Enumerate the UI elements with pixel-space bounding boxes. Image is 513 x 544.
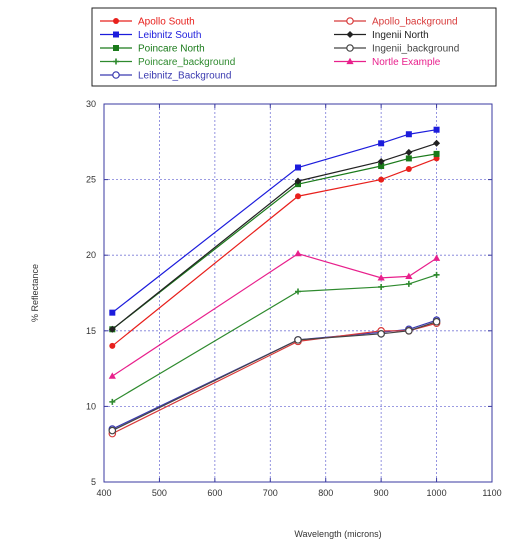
y-tick-label: 30: [86, 99, 96, 109]
legend-label: Apollo_background: [372, 17, 458, 28]
legend-label: Poincare_background: [138, 57, 235, 68]
series-line-apollo-background: [112, 322, 437, 435]
data-point-ingenii-background: [405, 326, 413, 335]
x-tick-label: 500: [152, 488, 167, 498]
legend-marker: [346, 31, 354, 38]
axis-ticks: 400 500 600 700 800 900 1000 1100 5 10 15 20 25 30: [86, 99, 502, 498]
data-point-poincare-background: [109, 398, 116, 405]
legend-marker: [113, 58, 119, 65]
data-point-leibnitz-south: [405, 131, 412, 138]
data-point-ingenii-north: [108, 325, 116, 333]
series-line-nortle-example: [111, 253, 437, 377]
data-point-apollo-south: [109, 342, 116, 349]
legend-label: Leibnitz_Background: [138, 71, 231, 82]
legend-marker: [346, 17, 354, 25]
y-tick-label: 5: [91, 477, 96, 487]
data-point-leibnitz-south: [109, 309, 116, 316]
y-axis-label: % Reflectance: [30, 264, 40, 322]
data-point-nortle-example: [405, 272, 413, 279]
data-point-poincare-north: [405, 155, 412, 162]
series-line-poincare-background: [112, 274, 437, 403]
plot-area-frame: [103, 103, 493, 483]
data-point-ingenii-background: [108, 426, 117, 435]
data-point-poincare-background: [378, 283, 385, 290]
legend-label: Poincare North: [138, 44, 205, 55]
legend-marker: [346, 57, 354, 65]
data-point-apollo-south: [295, 193, 301, 200]
data-point-leibnitz-south: [378, 140, 385, 147]
data-point-ingenii-background: [432, 317, 441, 326]
data-point-apollo-south: [433, 155, 440, 162]
series-line-ingenii-background: [112, 321, 437, 432]
x-axis-label: Wavelength (microns): [294, 529, 381, 539]
series-apollo-background: [108, 319, 441, 438]
data-point-apollo-south: [378, 176, 385, 183]
legend-marker: [113, 45, 119, 51]
x-tick-label: 400: [96, 488, 111, 498]
data-point-ingenii-background: [294, 336, 302, 344]
series-line-ingenii-north: [111, 142, 437, 330]
legend-entry-apollo-south: Apollo South: [100, 17, 195, 28]
legend-entry-poincare-background: Poincare_background: [100, 57, 235, 68]
series-ingenii-north: [108, 139, 441, 333]
y-tick-label: 25: [86, 175, 96, 185]
series-poincare-background: [109, 271, 440, 405]
x-tick-label: 800: [318, 488, 333, 498]
data-point-nortle-example: [294, 249, 302, 257]
data-point-poincare-background: [405, 280, 412, 287]
data-point-leibnitz-south: [433, 126, 440, 133]
data-point-leibnitz-south: [295, 164, 301, 171]
data-point-ingenii-north: [377, 157, 385, 165]
data-point-poincare-background: [433, 271, 440, 278]
series-line-leibnitz-background: [112, 319, 437, 430]
legend-entry-nortle-example: Nortle Example: [334, 57, 441, 68]
data-point-poincare-north: [378, 162, 385, 169]
legend-label: Nortle Example: [372, 57, 441, 68]
legend-marker: [113, 31, 119, 38]
data-point-nortle-example: [432, 254, 441, 261]
data-point-nortle-example: [108, 372, 116, 379]
y-tick-label: 20: [86, 250, 96, 260]
series-nortle-example: [108, 249, 441, 379]
x-tick-label: 1100: [482, 488, 501, 498]
series-leibnitz-south: [109, 126, 440, 316]
data-point-poincare-north: [433, 150, 440, 157]
data-point-ingenii-north: [405, 148, 413, 156]
chart-series: [108, 126, 441, 438]
legend-label: Ingenii_background: [372, 44, 459, 55]
series-apollo-south: [109, 155, 440, 349]
legend-marker: [113, 18, 119, 24]
legend-entry-leibnitz-south: Leibnitz South: [100, 30, 201, 41]
x-tick-label: 600: [207, 488, 222, 498]
data-point-apollo-south: [405, 166, 412, 173]
legend-label: Apollo South: [138, 17, 195, 28]
legend-marker: [112, 71, 120, 79]
data-point-poincare-background: [295, 288, 301, 295]
y-tick-label: 10: [86, 401, 96, 411]
legend-marker: [346, 44, 354, 52]
x-tick-label: 1000: [427, 488, 447, 498]
legend-entry-apollo-background: Apollo_background: [334, 17, 458, 28]
data-point-ingenii-background: [377, 330, 385, 338]
data-point-nortle-example: [377, 274, 385, 281]
series-line-leibnitz-south: [111, 129, 437, 314]
legend-entry-leibnitz-background: Leibnitz_Background: [100, 71, 231, 82]
y-tick-label: 15: [86, 326, 96, 336]
legend-label: Ingenii North: [372, 30, 429, 41]
legend-entry-ingenii-north: Ingenii North: [334, 30, 429, 41]
data-point-ingenii-north: [433, 139, 441, 147]
series-ingenii-background: [108, 317, 441, 435]
x-tick-label: 700: [263, 488, 278, 498]
legend-entry-ingenii-background: Ingenii_background: [334, 44, 459, 55]
legend-entry-poincare-north: Poincare North: [100, 44, 205, 55]
x-tick-label: 900: [374, 488, 389, 498]
legend-label: Leibnitz South: [138, 30, 201, 41]
chart-legend: Apollo South Leibnitz South Poincare North…: [91, 7, 497, 87]
legend-box: [91, 7, 497, 87]
series-line-poincare-north: [111, 153, 437, 330]
data-point-ingenii-north: [294, 177, 302, 185]
